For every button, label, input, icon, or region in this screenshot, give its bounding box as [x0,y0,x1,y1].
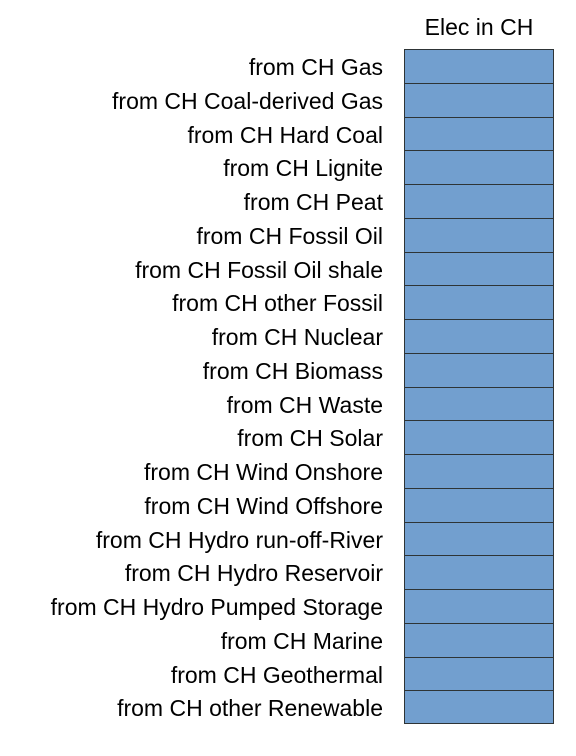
table-row: from CH Gas [0,49,576,83]
table-cell [404,116,554,151]
row-label: from CH Coal-derived Gas [112,87,383,114]
table-cell [404,184,554,218]
table-row: from CH Fossil Oil [0,217,576,252]
table-row: from CH Biomass [0,352,576,387]
table-cell [404,386,554,421]
row-label: from CH Hydro Pumped Storage [50,594,383,620]
row-label: from CH Lignite [223,155,383,182]
row-label: from CH Fossil Oil [196,222,383,249]
table-row: from CH Lignite [0,150,576,184]
source-table: from CH Gas from CH Coal-derived Gas fro… [0,49,576,724]
table-row: from CH Hydro run-off-River [0,521,576,556]
table-cell [404,352,554,387]
table-cell [404,285,554,319]
row-label: from CH other Renewable [117,695,383,722]
table-row: from CH other Renewable [0,690,576,724]
table-row: from CH Wind Onshore [0,454,576,488]
table-cell [404,690,554,724]
table-cell [404,217,554,252]
row-label: from CH Nuclear [211,324,383,350]
table-cell [404,487,554,522]
row-label: from CH Geothermal [170,661,383,688]
table-row: from CH Waste [0,386,576,421]
row-label: from CH Fossil Oil shale [135,256,383,283]
table-row: from CH Hydro Reservoir [0,555,576,589]
row-label: from CH Hard Coal [187,121,383,148]
row-label: from CH Solar [237,425,383,452]
row-label: from CH Peat [243,189,383,215]
table-cell [404,82,554,117]
row-label: from CH Waste [226,391,383,418]
table-row: from CH Marine [0,622,576,657]
table-row: from CH Nuclear [0,319,576,353]
table-row: from CH Hard Coal [0,116,576,151]
table-cell [404,622,554,657]
table-cell [404,49,554,83]
row-label: from CH Marine [220,627,383,654]
table-row: from CH Solar [0,420,576,454]
table-row: from CH Geothermal [0,656,576,691]
table-cell [404,521,554,556]
row-label: from CH Biomass [202,357,383,384]
row-label: from CH Hydro run-off-River [95,526,383,553]
table-cell [404,454,554,488]
row-label: from CH Gas [248,54,383,80]
table-row: from CH Hydro Pumped Storage [0,589,576,623]
table-row: from CH Coal-derived Gas [0,82,576,117]
table-row: from CH other Fossil [0,285,576,319]
table-cell [404,656,554,691]
table-cell [404,420,554,454]
table-cell [404,150,554,184]
table-cell [404,251,554,286]
table-cell [404,555,554,589]
table-row: from CH Wind Offshore [0,487,576,522]
row-label: from CH other Fossil [172,290,383,317]
column-header: Elec in CH [424,14,534,40]
row-label: from CH Wind Offshore [144,492,383,519]
row-label: from CH Hydro Reservoir [124,560,383,587]
table-cell [404,319,554,353]
table-cell [404,589,554,623]
table-row: from CH Fossil Oil shale [0,251,576,286]
row-label: from CH Wind Onshore [143,459,383,485]
table-row: from CH Peat [0,184,576,218]
